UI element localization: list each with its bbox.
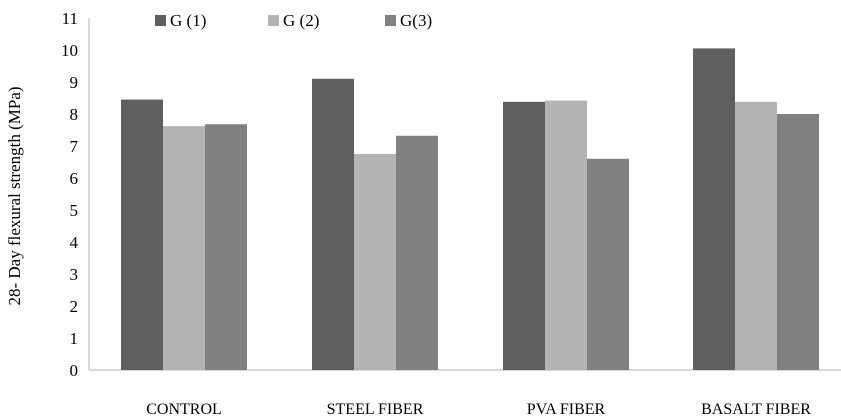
y-tick-label: 11	[62, 9, 78, 28]
bar-3-pva-fiber	[587, 158, 629, 370]
y-tick-label: 3	[70, 265, 79, 284]
bar-1-control	[121, 99, 163, 370]
y-tick-label: 6	[70, 169, 79, 188]
legend-swatch	[155, 15, 166, 26]
y-tick-label: 7	[70, 137, 79, 156]
bar-2-basalt-fiber	[735, 101, 777, 370]
legend-swatch	[268, 15, 279, 26]
bar-1-basalt-fiber	[693, 48, 735, 371]
legend: G (1) G (2) G(3)	[155, 11, 432, 30]
bar-2-pva-fiber	[545, 100, 587, 370]
bar-1-steel-fiber	[312, 78, 354, 371]
legend-label: G(3)	[400, 11, 432, 30]
category-labels: CONTROL STEEL FIBER PVA FIBER BASALT FIBER	[146, 401, 811, 418]
y-tick-label: 0	[70, 361, 79, 380]
y-tick-labels: 0 1 2 3 4 5 6 7 8 9 10 11	[61, 9, 79, 380]
legend-swatch	[385, 15, 396, 26]
y-tick-label: 5	[70, 201, 79, 220]
y-tick-label: 1	[70, 329, 79, 348]
legend-label: G (2)	[283, 11, 319, 30]
bar-2-steel-fiber	[354, 154, 396, 370]
bar-3-steel-fiber	[396, 135, 438, 370]
bar-1-pva-fiber	[503, 101, 545, 370]
bar-3-basalt-fiber	[777, 114, 819, 370]
bar-3-control	[205, 124, 247, 371]
y-tick-label: 4	[70, 233, 79, 252]
y-tick-label: 10	[61, 41, 78, 60]
category-label: STEEL FIBER	[327, 401, 424, 418]
category-label: BASALT FIBER	[701, 401, 811, 418]
y-axis-label: 28- Day flexural strength (MPa)	[5, 86, 24, 305]
legend-label: G (1)	[170, 11, 206, 30]
y-tick-label: 2	[70, 297, 79, 316]
y-tick-label: 8	[70, 105, 79, 124]
bar-2-control	[163, 126, 205, 370]
category-label: CONTROL	[146, 401, 222, 418]
y-tick-label: 9	[70, 73, 79, 92]
category-label: PVA FIBER	[527, 401, 606, 418]
bars	[121, 48, 819, 371]
